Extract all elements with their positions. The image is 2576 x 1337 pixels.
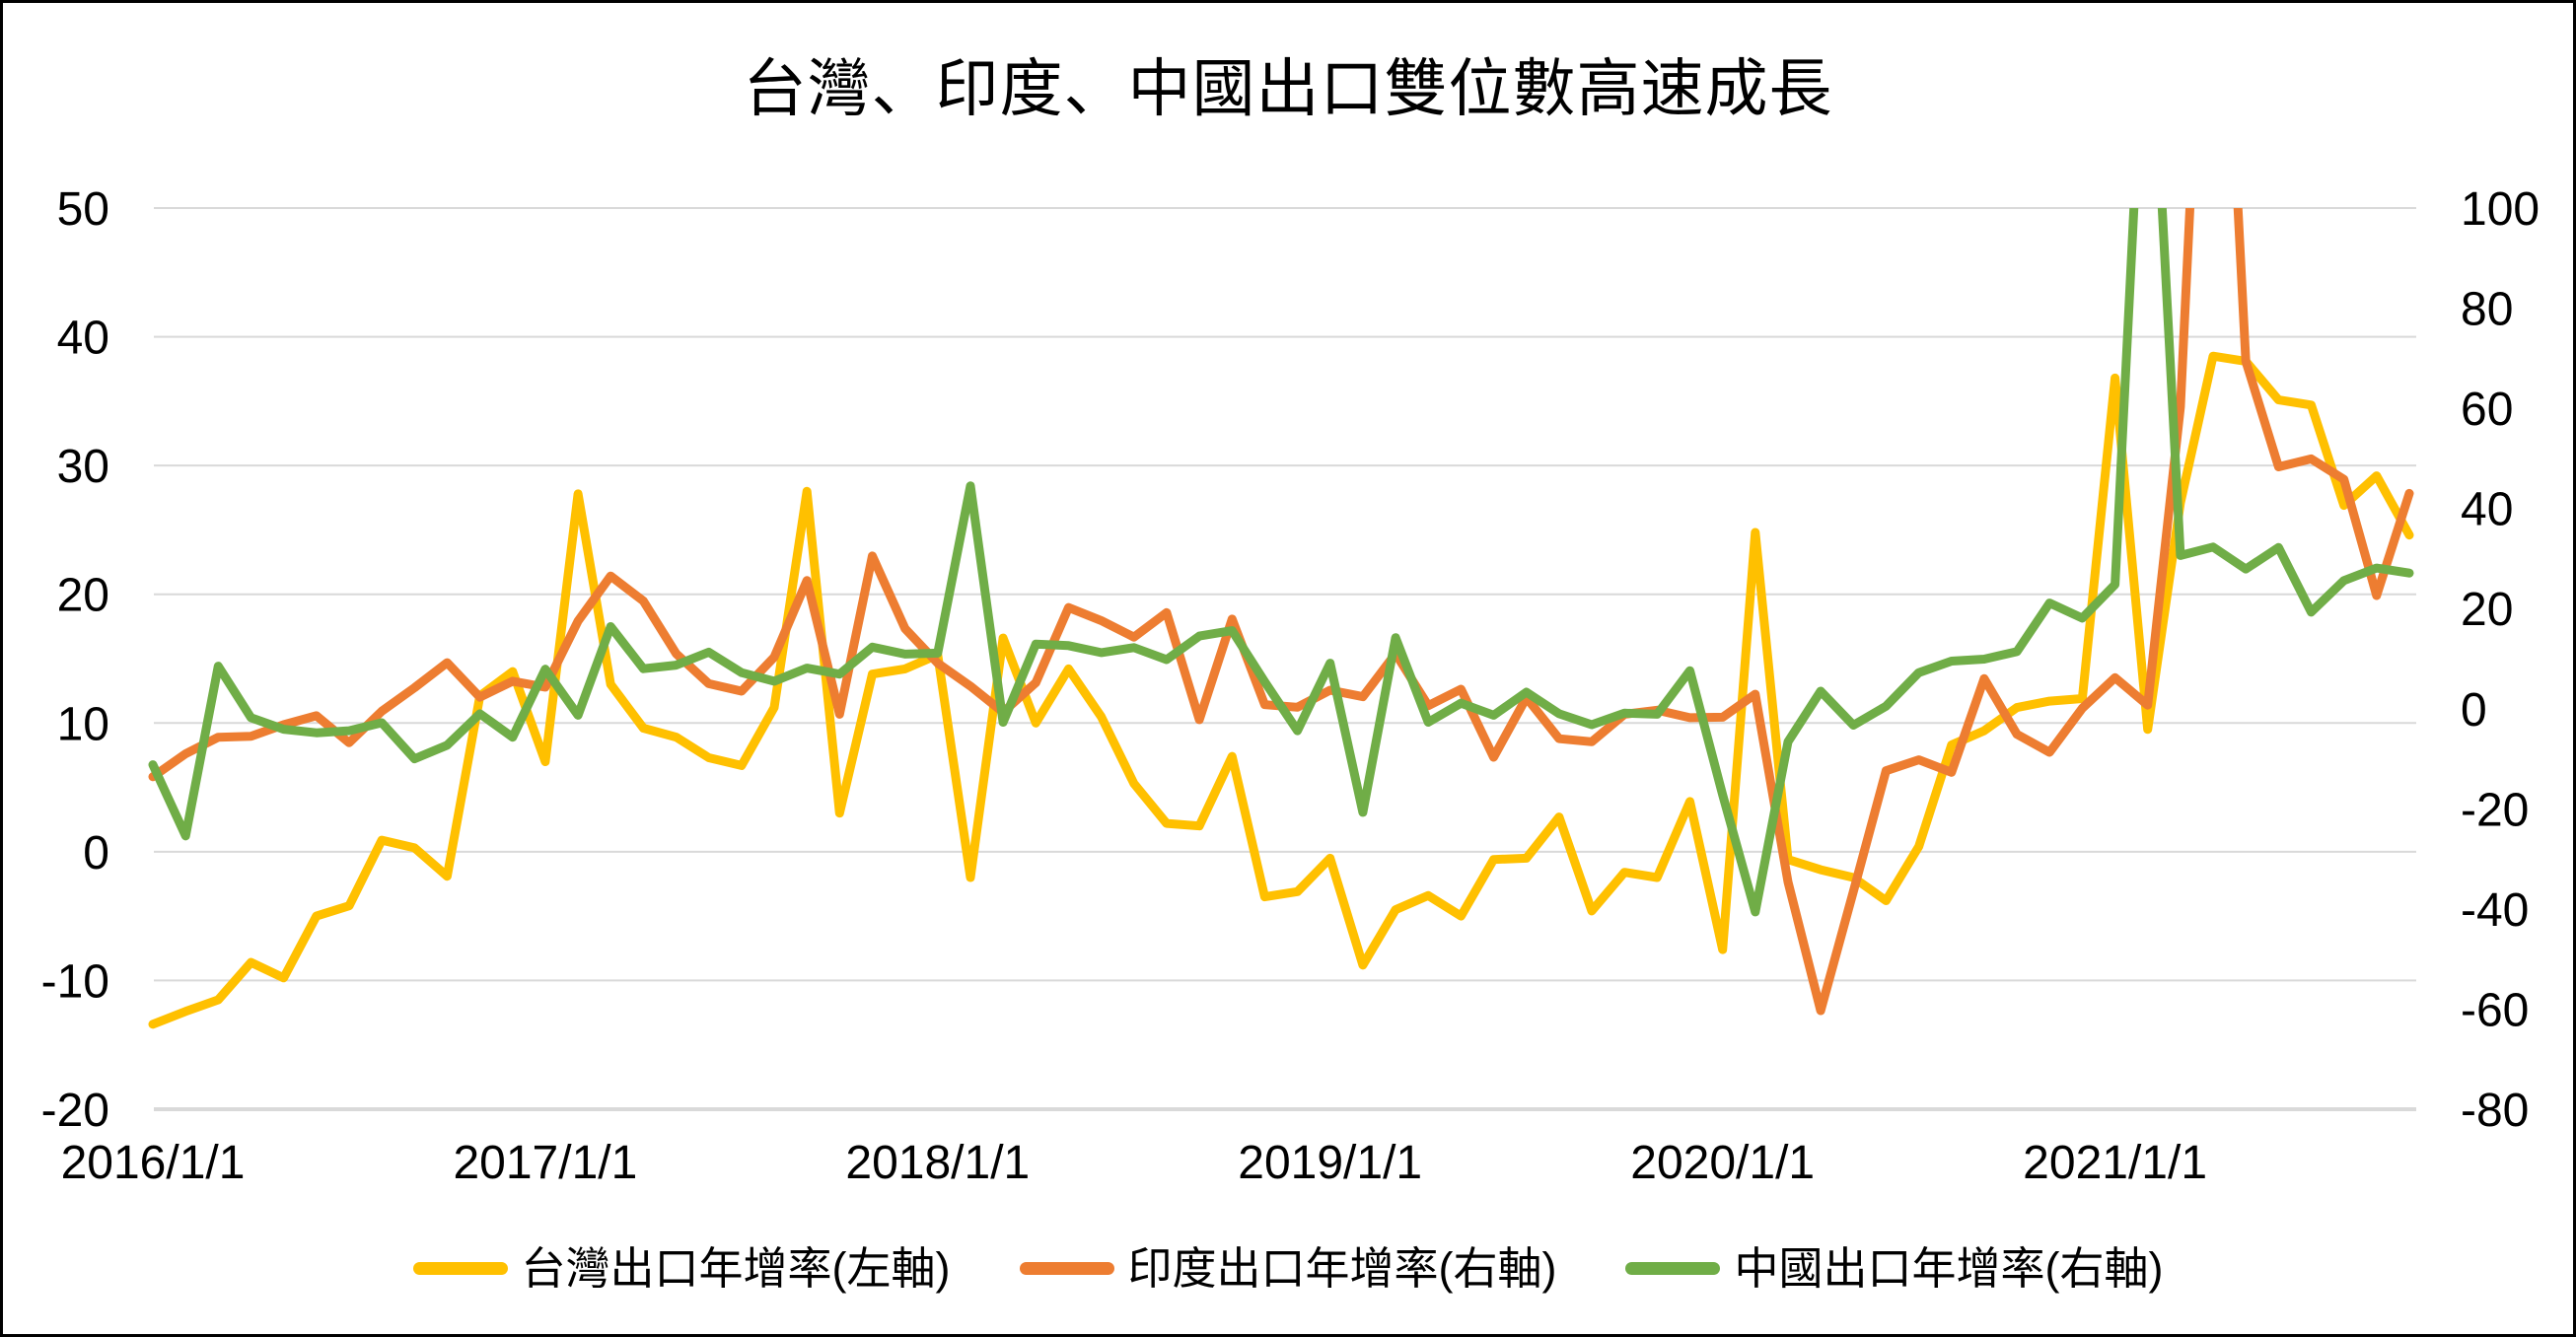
right-axis-tick-label: -20 <box>2461 784 2529 836</box>
left-axis-tick-label: -10 <box>41 955 109 1008</box>
right-axis-tick-label: 0 <box>2461 684 2487 737</box>
left-axis-tick-label: 10 <box>57 698 109 750</box>
legend-label-india: 印度出口年增率(右軸) <box>1127 1242 1557 1294</box>
left-axis-tick-label: 40 <box>57 313 109 365</box>
legend: 台灣出口年增率(左軸) 印度出口年增率(右軸) 中國出口年增率(右軸) <box>3 1233 2573 1302</box>
x-axis-tick-label: 2016/1/1 <box>61 1137 246 1189</box>
x-axis-tick-label: 2018/1/1 <box>845 1137 1030 1189</box>
right-axis-tick-label: 100 <box>2461 183 2540 236</box>
taiwan-series-line <box>148 351 2414 1029</box>
india-series-line <box>148 208 2414 1016</box>
china-series-line <box>148 208 2414 917</box>
right-axis-tick-label: 60 <box>2461 384 2513 436</box>
right-axis-tick-label: -40 <box>2461 884 2529 937</box>
legend-label-taiwan: 台灣出口年增率(左軸) <box>521 1242 951 1294</box>
right-axis-tick-label: 40 <box>2461 484 2513 536</box>
plot-area: 50403020100-10-20100806040200-20-40-60-8… <box>41 183 2540 1189</box>
legend-item-taiwan: 台灣出口年增率(左軸) <box>412 1242 951 1294</box>
legend-item-china: 中國出口年增率(右軸) <box>1625 1246 2163 1291</box>
x-axis-tick-label: 2019/1/1 <box>1238 1137 1422 1189</box>
legend-label-china: 中國出口年增率(右軸) <box>1734 1242 2164 1294</box>
x-axis-tick-label: 2017/1/1 <box>453 1137 637 1189</box>
left-axis-tick-label: 30 <box>57 441 109 493</box>
right-axis-tick-label: -80 <box>2461 1085 2529 1137</box>
left-axis-tick-label: 0 <box>83 827 109 880</box>
x-axis-tick-label: 2020/1/1 <box>1630 1137 1815 1189</box>
chart-title: 台灣、印度、中國出口雙位數高速成長 <box>743 53 1833 124</box>
left-axis-tick-label: -20 <box>41 1085 109 1137</box>
right-axis-tick-label: -60 <box>2461 984 2529 1036</box>
left-axis-tick-label: 20 <box>57 570 109 622</box>
right-axis-tick-label: 80 <box>2461 284 2513 336</box>
china-series-swatch <box>1625 1261 1721 1275</box>
legend-item-india: 印度出口年增率(右軸) <box>1019 1242 1557 1294</box>
right-axis-tick-label: 20 <box>2461 584 2513 636</box>
x-axis-tick-label: 2021/1/1 <box>2023 1137 2207 1189</box>
india-series-swatch <box>1019 1261 1114 1275</box>
taiwan-series-swatch <box>412 1261 508 1275</box>
left-axis-tick-label: 50 <box>57 183 109 236</box>
